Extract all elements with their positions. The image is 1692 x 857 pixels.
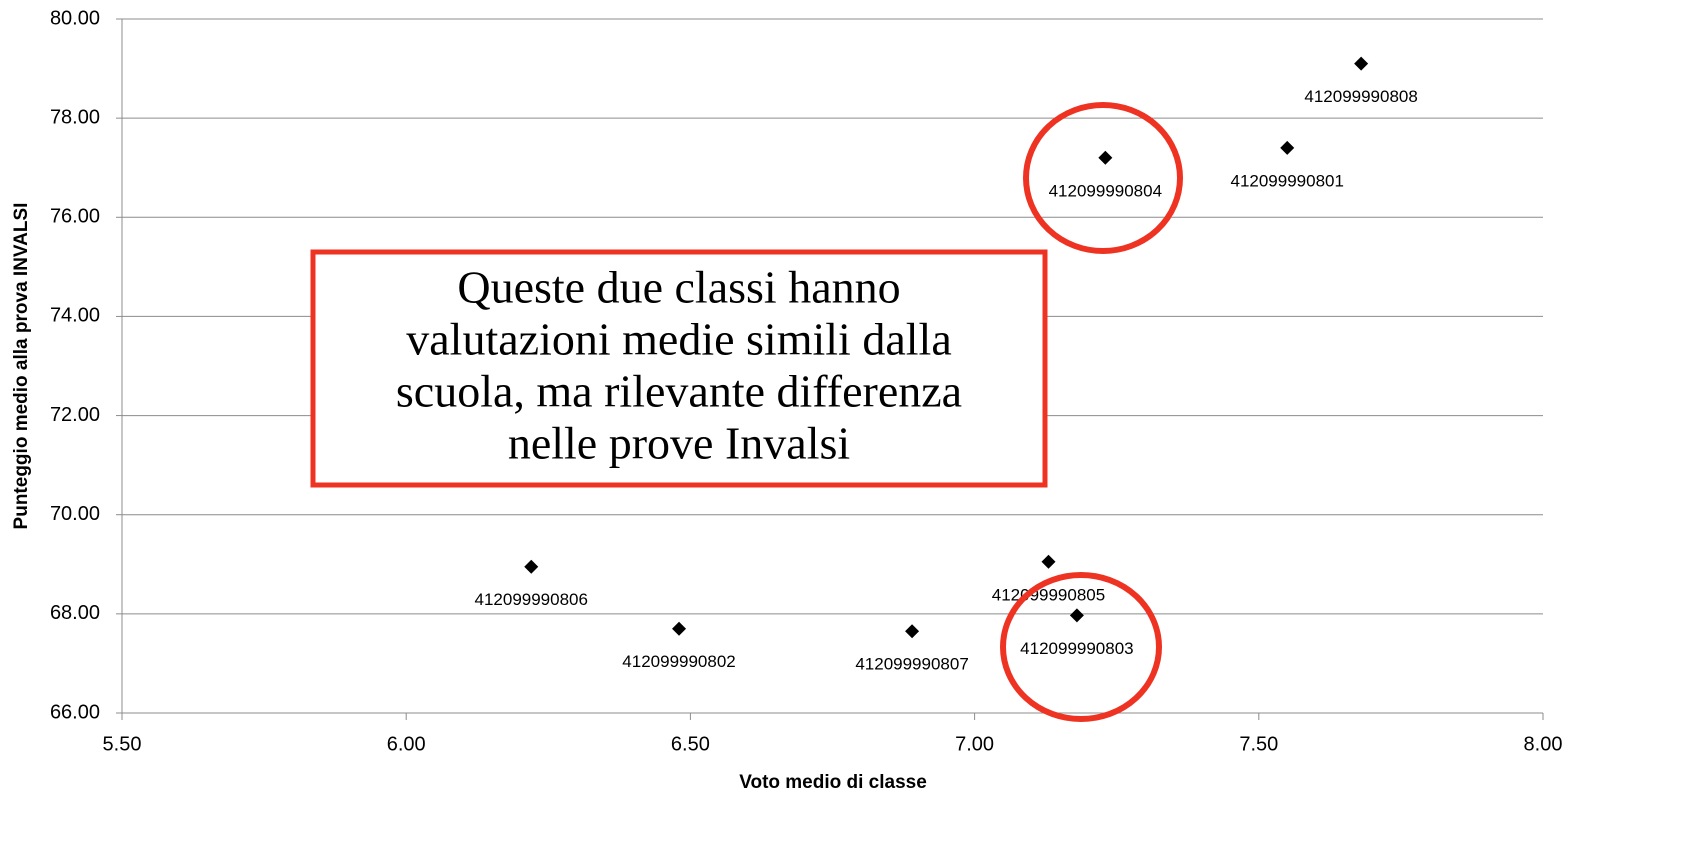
point-label: 412099990806 <box>475 590 588 609</box>
point <box>1354 56 1369 71</box>
x-tick-label: 7.50 <box>1239 733 1278 755</box>
y-tick-label: 70.00 <box>50 503 100 525</box>
point-label: 412099990804 <box>1049 181 1162 200</box>
y-tick-label: 76.00 <box>50 206 100 228</box>
x-tick-label: 7.00 <box>955 733 994 755</box>
y-tick-label: 66.00 <box>50 701 100 723</box>
highlight-circle <box>1023 102 1183 254</box>
point-label: 412099990802 <box>622 652 735 671</box>
annotation-text: nelle prove Invalsi <box>508 418 850 469</box>
y-tick-label: 78.00 <box>50 106 100 128</box>
point-label: 412099990807 <box>855 655 968 674</box>
x-tick-label: 6.50 <box>671 733 710 755</box>
y-tick-label: 74.00 <box>50 305 100 327</box>
point-label: 412099990805 <box>992 585 1105 604</box>
y-tick-label: 80.00 <box>50 7 100 29</box>
point-label: 412099990808 <box>1304 87 1417 106</box>
x-tick-label: 8.00 <box>1524 733 1563 755</box>
y-axis-title: Punteggio medio alla prova INVALSI <box>11 203 32 530</box>
highlight-circle <box>1000 572 1162 722</box>
annotation-text: valutazioni medie simili dalla <box>406 314 951 365</box>
y-tick-label: 68.00 <box>50 602 100 624</box>
x-axis-title: Voto medio di classe <box>739 772 927 793</box>
x-tick-label: 5.50 <box>103 733 142 755</box>
point <box>524 559 539 574</box>
point <box>1069 608 1084 623</box>
point-label: 412099990801 <box>1230 171 1343 190</box>
point <box>672 621 687 636</box>
point <box>1280 140 1295 155</box>
point <box>905 624 920 639</box>
annotation-text: Queste due classi hanno <box>457 262 900 313</box>
point <box>1041 554 1056 569</box>
annotation-text: scuola, ma rilevante differenza <box>396 366 962 417</box>
point-label: 412099990803 <box>1020 639 1133 658</box>
annotation-box <box>310 249 1048 488</box>
x-tick-label: 6.00 <box>387 733 426 755</box>
y-tick-label: 72.00 <box>50 404 100 426</box>
point <box>1098 150 1113 165</box>
